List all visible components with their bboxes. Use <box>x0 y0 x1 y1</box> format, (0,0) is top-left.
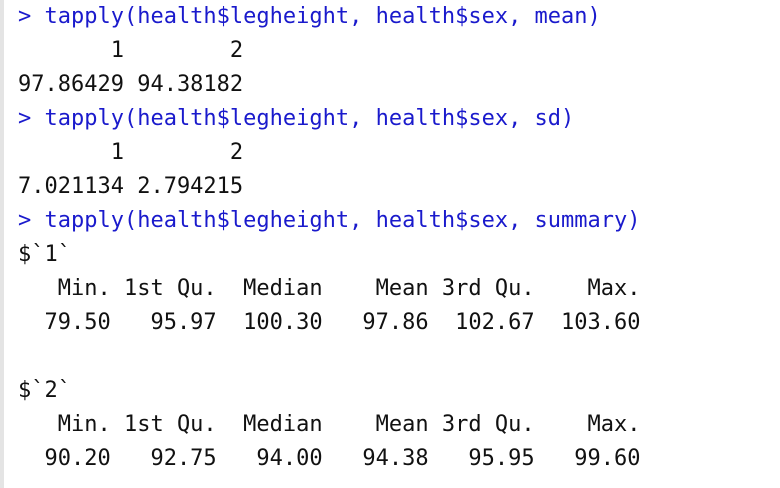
output-values-mean: 97.86429 94.38182 <box>18 72 244 97</box>
output-group-2-header: Min. 1st Qu. Median Mean 3rd Qu. Max. <box>18 412 641 437</box>
command-line-mean: > tapply(health$legheight, health$sex, m… <box>18 4 601 29</box>
output-group-1-label: $`1` <box>18 242 71 267</box>
command-line-sd: > tapply(health$legheight, health$sex, s… <box>18 106 575 131</box>
output-values-sd: 7.021134 2.794215 <box>18 174 244 199</box>
output-group-2-label: $`2` <box>18 378 71 403</box>
output-header-mean: 1 2 <box>18 38 244 63</box>
output-header-sd: 1 2 <box>18 140 244 165</box>
command-line-summary: > tapply(health$legheight, health$sex, s… <box>18 208 641 233</box>
output-group-2-values: 90.20 92.75 94.00 94.38 95.95 99.60 <box>18 446 641 471</box>
blank-line <box>18 340 780 374</box>
output-group-1-values: 79.50 95.97 100.30 97.86 102.67 103.60 <box>18 310 641 335</box>
output-group-1-header: Min. 1st Qu. Median Mean 3rd Qu. Max. <box>18 276 641 301</box>
